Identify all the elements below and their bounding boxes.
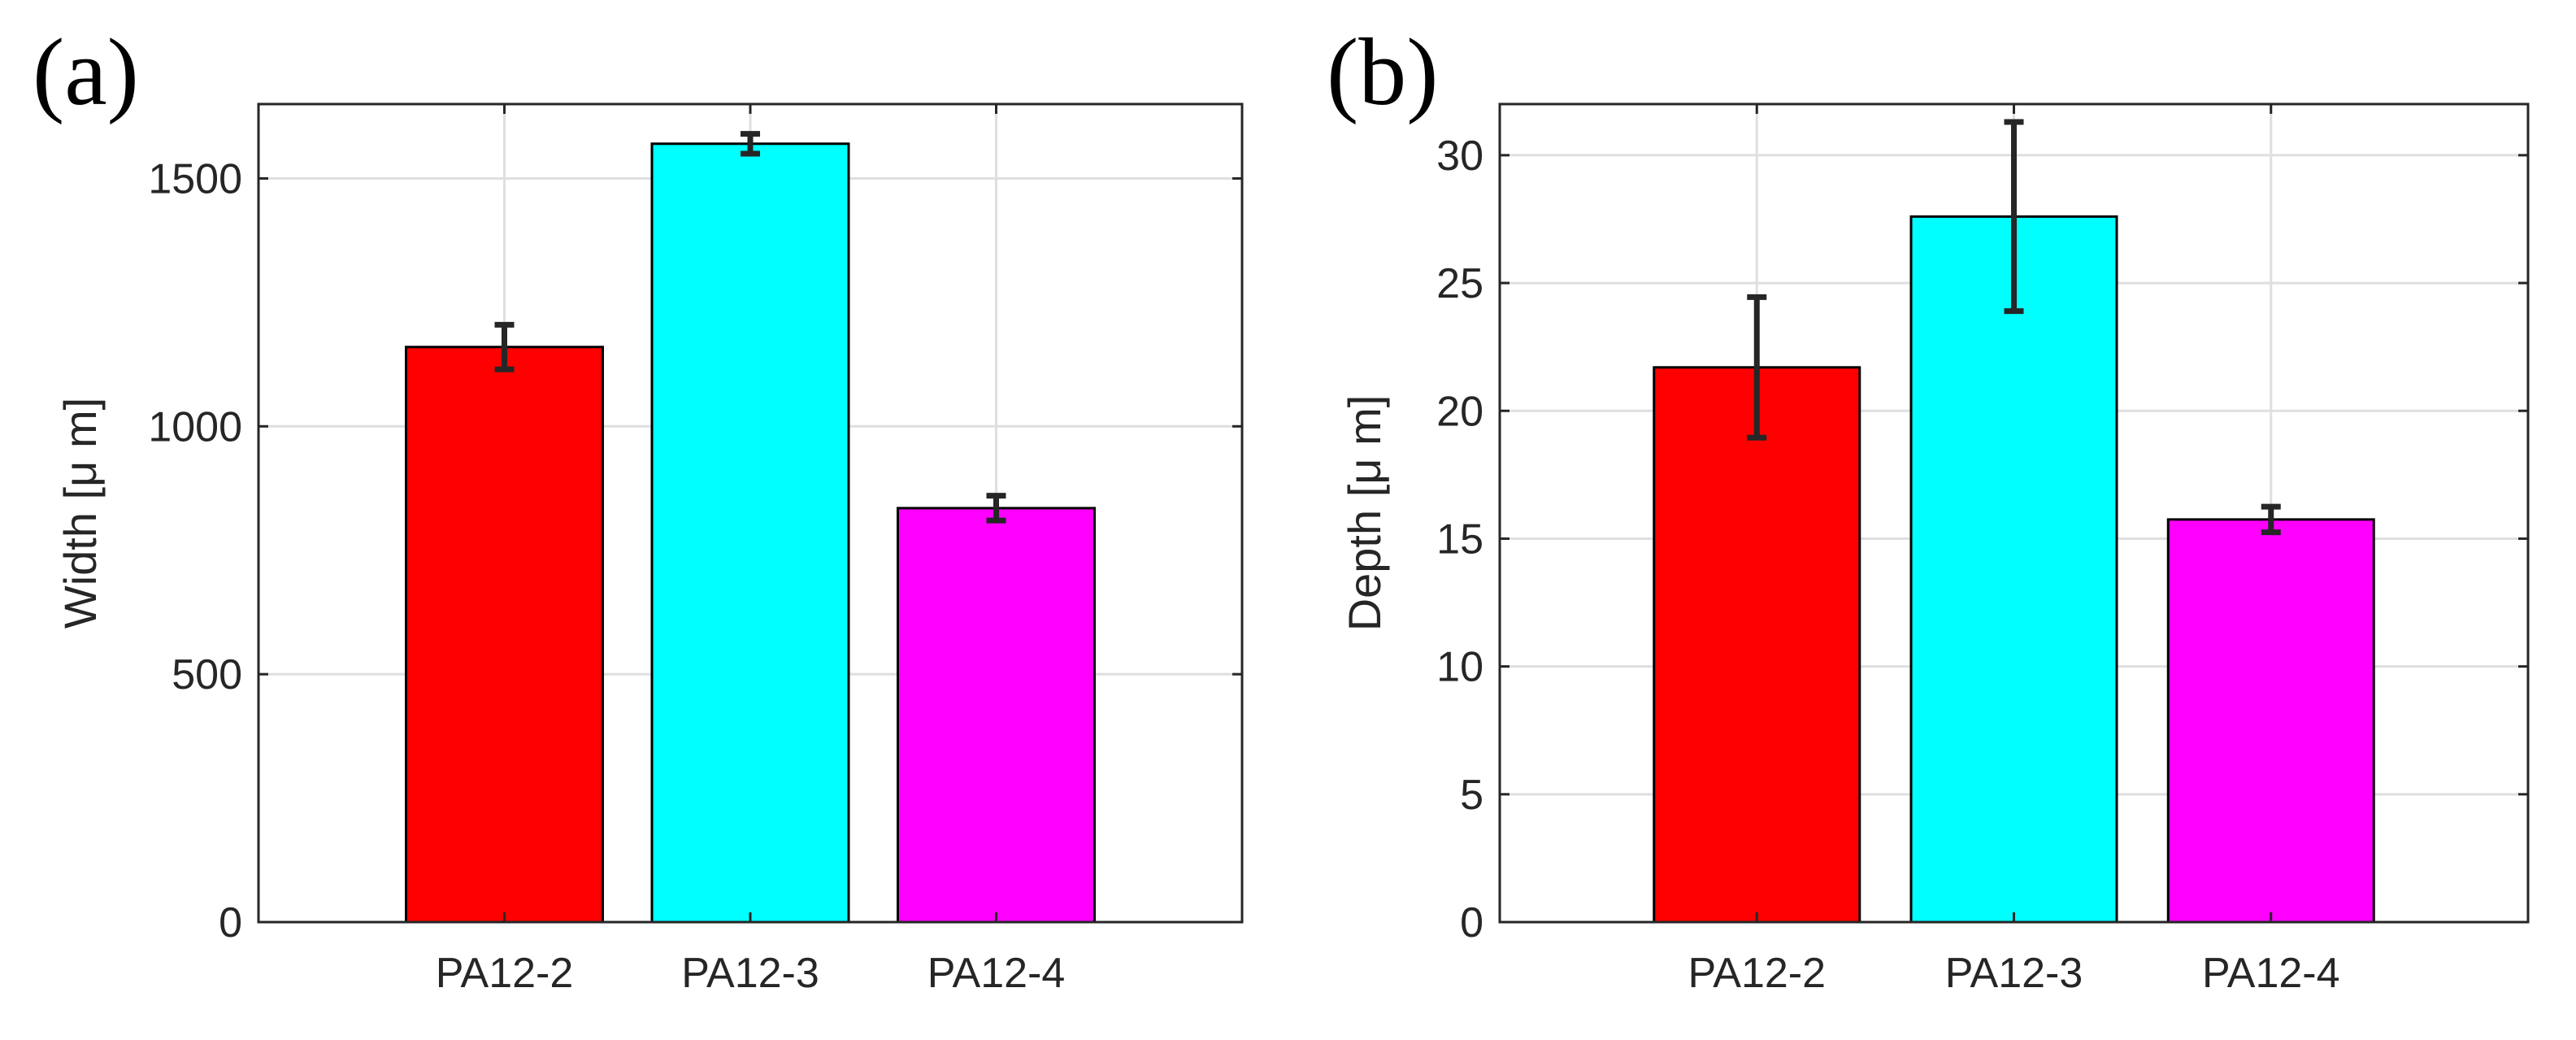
y-tick-label: 0 bbox=[1460, 899, 1483, 946]
y-tick-label: 30 bbox=[1436, 133, 1483, 180]
bar-pa12-3 bbox=[650, 142, 850, 924]
error-bar-pa12-3 bbox=[2004, 119, 2024, 315]
y-tick-label: 20 bbox=[1436, 388, 1483, 435]
y-axis-label: Width [μ m] bbox=[54, 398, 106, 629]
x-tick-label: PA12-3 bbox=[681, 950, 819, 997]
y-axis-label: Depth [μ m] bbox=[1339, 395, 1390, 632]
x-tick-label: PA12-3 bbox=[1945, 950, 2083, 997]
y-tick-label: 10 bbox=[1436, 644, 1483, 691]
error-bar-pa12-3 bbox=[741, 131, 760, 157]
x-tick-label: PA12-4 bbox=[927, 950, 1066, 997]
y-tick-label: 15 bbox=[1436, 516, 1483, 563]
bar-pa12-2 bbox=[405, 346, 604, 924]
y-tick-label: 25 bbox=[1436, 260, 1483, 307]
error-bar-pa12-4 bbox=[2261, 503, 2281, 536]
error-bar-pa12-2 bbox=[494, 321, 515, 372]
panel-label: (b) bbox=[1327, 19, 1439, 125]
y-tick-label: 5 bbox=[1460, 772, 1483, 819]
error-bar-pa12-2 bbox=[1747, 294, 1767, 441]
x-tick-label: PA12-4 bbox=[2202, 950, 2340, 997]
chart-panel-b: 0 5 10 15 20 25 30 PA12-2 PA12-3 PA12-4 Depth [μ m… bbox=[1327, 19, 2530, 997]
panel-label: (a) bbox=[33, 19, 139, 125]
y-tick-label: 500 bbox=[172, 651, 242, 698]
y-tick-label: 1000 bbox=[148, 403, 242, 450]
chart-panel-a: 0 500 1000 1500 PA12-2 PA12-3 PA12-4 Width [μ m… bbox=[33, 19, 1244, 997]
error-bar-pa12-4 bbox=[986, 493, 1006, 524]
bar-pa12-3 bbox=[1909, 215, 2118, 924]
x-tick-label: PA12-2 bbox=[436, 950, 574, 997]
bar-pa12-4 bbox=[2166, 518, 2375, 924]
y-tick-label: 1500 bbox=[148, 155, 242, 202]
bar-pa12-2 bbox=[1653, 366, 1861, 924]
x-tick-label: PA12-2 bbox=[1688, 950, 1826, 997]
y-tick-label: 0 bbox=[219, 899, 242, 946]
bar-pa12-4 bbox=[897, 507, 1096, 924]
